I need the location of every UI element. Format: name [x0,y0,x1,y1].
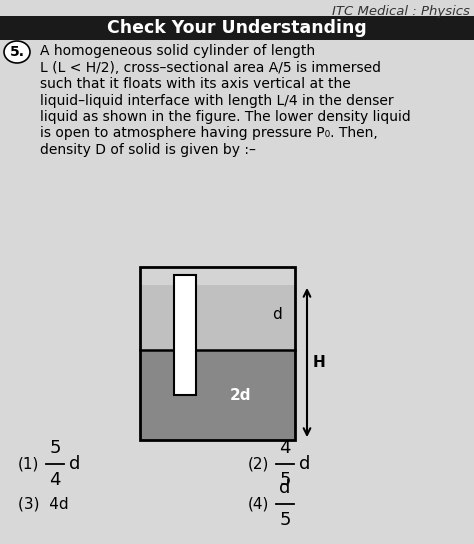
Text: ITC Medical : Physics: ITC Medical : Physics [332,5,470,18]
Text: H: H [313,355,326,370]
Text: 5.: 5. [9,45,25,59]
Text: 4: 4 [49,471,61,489]
Text: 5: 5 [279,511,291,529]
Ellipse shape [4,41,30,63]
Text: L (L < H/2), cross–sectional area A/5 is immersed: L (L < H/2), cross–sectional area A/5 is… [40,60,381,75]
Text: Check Your Understanding: Check Your Understanding [107,19,367,37]
Text: density D of solid is given by :–: density D of solid is given by :– [40,143,256,157]
Bar [140,285,295,350]
Text: (1): (1) [18,456,39,472]
Bar [140,350,295,440]
Text: such that it floats with its axis vertical at the: such that it floats with its axis vertic… [40,77,351,91]
Text: (3)  4d: (3) 4d [18,497,69,511]
Text: 5: 5 [279,471,291,489]
Text: liquid as shown in the figure. The lower density liquid: liquid as shown in the figure. The lower… [40,110,411,124]
Text: d: d [69,455,81,473]
Text: (4): (4) [248,497,269,511]
Text: 2d: 2d [230,387,252,403]
Bar [140,267,295,440]
Text: d: d [299,455,310,473]
Text: A homogeneous solid cylinder of length: A homogeneous solid cylinder of length [40,44,315,58]
Text: (2): (2) [248,456,269,472]
Text: 5: 5 [49,439,61,457]
Text: d: d [279,479,291,497]
Text: 4: 4 [279,439,291,457]
Text: liquid–liquid interface with length L/4 in the denser: liquid–liquid interface with length L/4 … [40,94,393,108]
Bar [140,267,295,285]
Text: d: d [272,307,282,322]
Text: is open to atmosphere having pressure P₀. Then,: is open to atmosphere having pressure P₀… [40,127,378,140]
Bar [0,16,474,40]
Bar [174,275,196,395]
